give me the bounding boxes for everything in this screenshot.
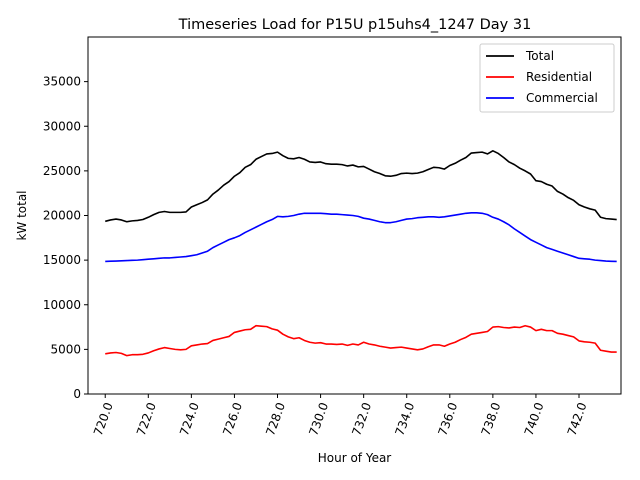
series-lines [105, 149, 617, 357]
y-tick-label: 35000 [43, 75, 81, 89]
y-tick-label: 20000 [43, 209, 81, 223]
y-tick-label: 15000 [43, 253, 81, 267]
y-tick-label: 30000 [43, 119, 81, 133]
legend-label-commercial: Commercial [526, 91, 598, 105]
chart-title: Timeseries Load for P15U p15uhs4_1247 Da… [178, 17, 532, 33]
y-tick-label: 25000 [43, 164, 81, 178]
x-axis-label: Hour of Year [318, 451, 392, 465]
legend-entries: Total Residential Commercial [486, 49, 598, 105]
legend: Total Residential Commercial [479, 43, 615, 113]
series-line-commercial [105, 212, 617, 263]
y-tick-label: 10000 [43, 298, 81, 312]
y-axis: 0 5000 10000 15000 20000 25000 30000 35000 [43, 75, 88, 401]
series-line-residential [105, 324, 617, 357]
legend-label-residential: Residential [526, 70, 592, 84]
y-axis-label: kW total [15, 190, 29, 240]
series-line-total [105, 149, 617, 223]
legend-label-total: Total [525, 49, 554, 63]
y-tick-label: 5000 [50, 342, 81, 356]
legend-box [479, 43, 615, 113]
y-tick-label: 0 [73, 387, 81, 401]
